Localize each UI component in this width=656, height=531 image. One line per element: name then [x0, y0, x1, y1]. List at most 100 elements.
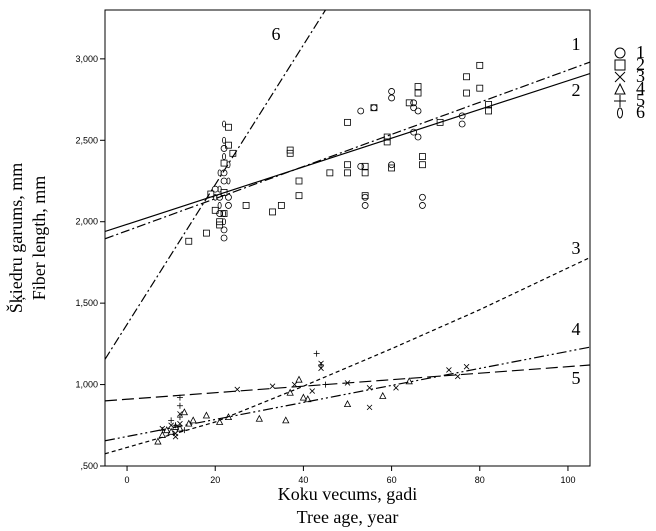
- data-point-series-2: [269, 208, 276, 216]
- data-point-series-3: [168, 422, 174, 429]
- data-point-series-2: [225, 141, 232, 149]
- data-point-series-2: [419, 153, 426, 160]
- data-point-series-2: [476, 84, 484, 92]
- data-point-series-4: [299, 393, 308, 401]
- data-point-series-2: [414, 89, 422, 97]
- data-point-series-2: [344, 169, 351, 177]
- axis-titles: Koku vecums, gadi Tree age, year Šķiedru g…: [5, 163, 417, 527]
- data-point-series-3: [318, 365, 324, 372]
- plot-frame: [104, 9, 591, 467]
- trend-line-label-5: 5: [572, 368, 581, 388]
- data-point-series-6: [222, 120, 227, 128]
- data-point-series-1: [220, 234, 228, 242]
- data-point-series-4: [405, 377, 413, 385]
- data-point-series-2: [295, 177, 303, 185]
- data-point-series-2: [326, 169, 334, 177]
- trend-line-label-2: 2: [572, 80, 581, 100]
- data-point-series-2: [207, 190, 215, 198]
- data-point-series-1: [410, 104, 418, 112]
- legend-square-icon: [614, 59, 626, 71]
- legend-x-icon: [614, 71, 626, 83]
- x-tick-label: 40: [298, 475, 308, 485]
- data-point-series-5: [159, 427, 166, 434]
- data-point-series-2: [344, 118, 351, 126]
- data-point-series-6: [217, 169, 222, 177]
- data-point-series-3: [309, 388, 316, 394]
- data-point-series-3: [393, 385, 399, 391]
- data-point-series-3: [234, 386, 241, 393]
- x-tick-label: 20: [210, 475, 220, 485]
- data-point-series-2: [383, 138, 391, 146]
- data-point-series-3: [446, 367, 452, 373]
- legend-item-4: 4: [614, 78, 645, 98]
- data-point-series-4: [154, 437, 162, 445]
- data-point-series-2: [225, 123, 232, 131]
- legend-item-2: 2: [614, 54, 645, 74]
- x-tick-label: 100: [560, 475, 575, 485]
- axes: 0 20 40 60 80 100 ,500 1,000 1,500 2,000 2,500 3,00…: [75, 54, 575, 485]
- y-tick-label: 2,500: [75, 135, 98, 145]
- data-point-series-6: [222, 218, 227, 226]
- trend-lines: [105, 10, 590, 455]
- data-point-series-2: [242, 202, 250, 209]
- data-point-series-1: [388, 88, 395, 95]
- data-point-series-2: [203, 229, 210, 237]
- data-point-series-2: [485, 107, 492, 115]
- data-point-series-1: [361, 193, 369, 201]
- data-point-series-2: [220, 188, 228, 196]
- data-point-series-2: [405, 99, 413, 107]
- x-axis-title: Koku vecums, gadi: [278, 484, 417, 504]
- x-tick-label: 0: [125, 475, 130, 485]
- data-point-series-5: [313, 350, 320, 357]
- y-tick-label: 1,000: [75, 380, 98, 390]
- data-point-series-2: [463, 89, 470, 97]
- data-point-series-1: [357, 162, 365, 170]
- trend-line-label-1: 1: [572, 34, 581, 54]
- data-point-series-2: [220, 159, 228, 167]
- data-point-series-3: [366, 404, 373, 411]
- data-point-series-2: [277, 202, 285, 209]
- data-point-series-3: [344, 380, 351, 386]
- data-point-series-1: [220, 177, 228, 185]
- trend-line-6: [105, 10, 326, 360]
- plot-area: [104, 9, 591, 467]
- legend-label: 2: [636, 54, 645, 74]
- data-point-series-6: [213, 193, 218, 201]
- data-point-series-4: [282, 416, 290, 424]
- data-point-series-4: [295, 375, 303, 383]
- y-tick-label: 1,500: [75, 298, 98, 308]
- data-point-series-2: [286, 149, 294, 157]
- data-point-series-1: [410, 99, 418, 107]
- data-point-series-4: [286, 388, 294, 396]
- trend-line-2: [105, 72, 590, 233]
- legend-item-3: 3: [614, 66, 645, 86]
- data-point-series-1: [225, 202, 232, 209]
- x-axis-subtitle: Tree age, year: [297, 507, 399, 527]
- data-point-series-4: [224, 413, 233, 421]
- trend-line-3: [105, 256, 590, 455]
- data-point-series-6: [217, 202, 222, 209]
- data-point-series-3: [177, 411, 183, 417]
- data-point-series-6: [217, 185, 222, 193]
- legend-triangle-icon: [614, 82, 626, 95]
- data-points: [154, 61, 492, 445]
- data-point-series-5: [176, 394, 183, 401]
- legend-ellipse-icon: [617, 107, 623, 119]
- data-point-series-2: [463, 73, 470, 81]
- trend-line-labels: 1 2 3 4 5 6: [272, 24, 581, 388]
- data-point-series-1: [388, 94, 395, 102]
- data-point-series-5: [322, 381, 329, 388]
- data-point-series-2: [388, 164, 395, 172]
- data-point-series-1: [458, 120, 466, 128]
- legend-item-6: 6: [617, 102, 645, 122]
- legend-plus-icon: [614, 95, 626, 107]
- data-point-series-2: [229, 149, 237, 157]
- data-point-series-2: [185, 237, 193, 245]
- data-point-series-5: [176, 414, 183, 421]
- data-point-series-6: [222, 136, 227, 144]
- data-point-series-5: [176, 402, 183, 409]
- trend-line-1: [105, 61, 590, 240]
- data-point-series-5: [318, 362, 325, 369]
- y-tick-label: 2,000: [75, 217, 98, 227]
- data-point-series-2: [344, 161, 351, 169]
